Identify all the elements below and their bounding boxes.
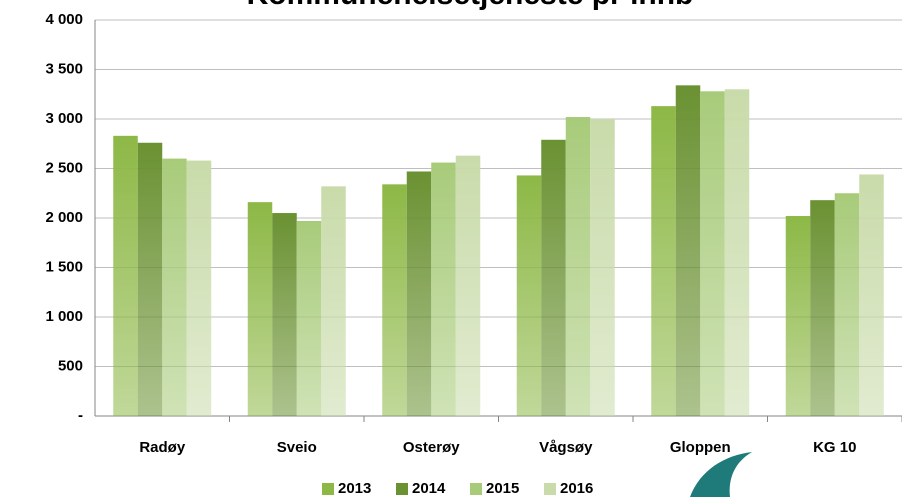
bar	[431, 162, 456, 416]
legend-label: 2013	[338, 480, 371, 497]
legend-swatch	[544, 483, 556, 495]
bar	[455, 155, 481, 416]
y-tick-label: 3 000	[45, 110, 83, 127]
bar	[296, 220, 322, 416]
legend-label: 2015	[486, 480, 519, 497]
bar	[113, 135, 138, 416]
legend-label: 2014	[412, 480, 446, 497]
legend-swatch	[322, 483, 334, 495]
bar	[516, 175, 542, 416]
x-tick-label: Radøy	[139, 439, 186, 456]
bar	[724, 89, 750, 417]
bar	[137, 142, 163, 416]
bar	[382, 184, 407, 416]
bar	[651, 106, 676, 416]
x-tick-label: Osterøy	[403, 439, 460, 456]
bar	[247, 202, 273, 416]
bar	[272, 213, 297, 416]
y-tick-label: 4 000	[45, 11, 83, 28]
y-tick-label: -	[78, 407, 83, 424]
chart-title: Kommunehelsetjeneste pr innb	[247, 0, 694, 11]
bar	[834, 193, 860, 416]
bar	[565, 117, 591, 417]
bar	[406, 171, 432, 416]
bar	[700, 91, 725, 416]
y-tick-label: 2 500	[45, 159, 83, 176]
legend-swatch	[470, 483, 482, 495]
bar	[321, 186, 346, 416]
logo	[690, 452, 752, 497]
bar	[590, 119, 615, 416]
y-tick-label: 2 000	[45, 209, 83, 226]
bar	[186, 160, 212, 416]
bar	[541, 139, 566, 417]
x-tick-label: Sveio	[277, 439, 317, 456]
y-tick-label: 3 500	[45, 60, 83, 77]
y-tick-label: 500	[58, 357, 83, 374]
x-tick-label: KG 10	[813, 439, 856, 456]
y-tick-label: 1 000	[45, 308, 83, 325]
bar	[162, 158, 187, 416]
bar	[785, 216, 811, 416]
bar	[675, 85, 701, 416]
legend-label: 2016	[560, 480, 593, 497]
x-tick-label: Gloppen	[670, 439, 731, 456]
y-tick-label: 1 500	[45, 258, 83, 275]
x-tick-label: Vågsøy	[539, 439, 593, 456]
legend-swatch	[396, 483, 408, 495]
bar	[810, 200, 835, 416]
bar	[859, 174, 884, 416]
